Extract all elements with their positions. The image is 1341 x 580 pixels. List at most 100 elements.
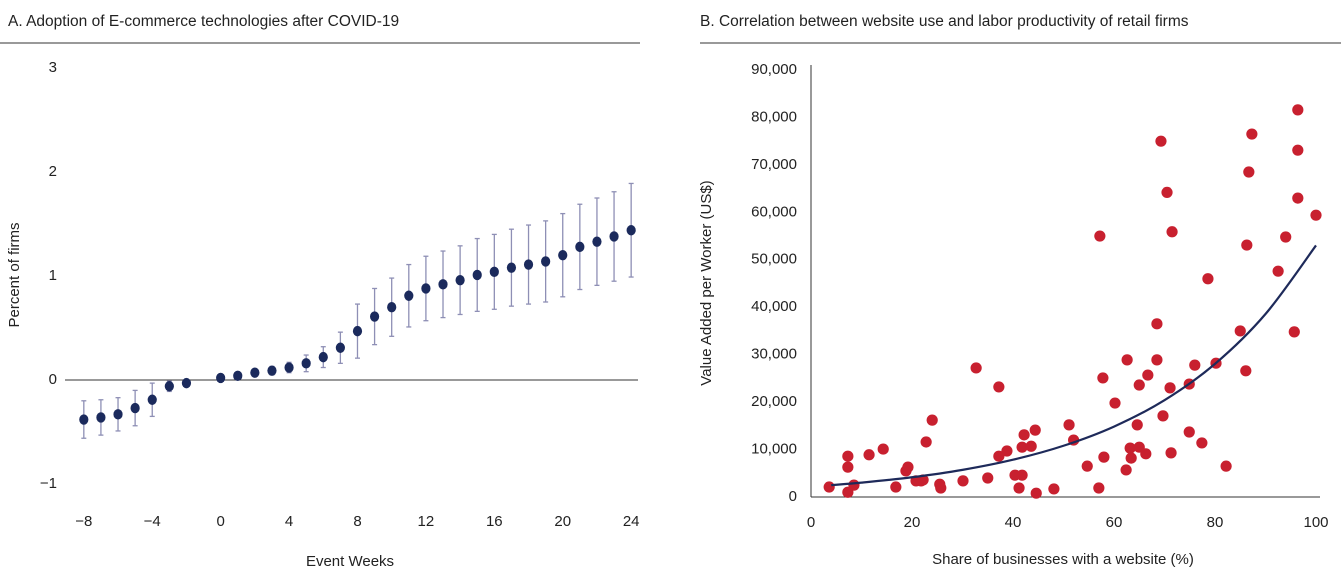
point: [1094, 230, 1106, 242]
x-tick-label: 20: [554, 513, 571, 530]
x-tick-label: 8: [353, 513, 361, 530]
point: [1234, 325, 1246, 337]
point: [233, 370, 243, 382]
point: [1272, 265, 1284, 277]
point: [890, 481, 902, 493]
point: [147, 394, 157, 405]
x-tick-label: 16: [486, 513, 503, 530]
point: [842, 450, 854, 462]
point: [1030, 487, 1042, 499]
y-tick-label: −1: [40, 475, 57, 492]
x-tick-label: 40: [1005, 514, 1022, 531]
point: [1081, 460, 1093, 472]
point: [957, 475, 969, 487]
point: [1001, 445, 1013, 457]
y-tick-label: 40,000: [751, 298, 797, 315]
point: [877, 443, 889, 455]
point: [267, 365, 277, 376]
point: [523, 259, 534, 270]
point: [489, 266, 499, 278]
point: [1246, 128, 1258, 140]
point: [1292, 144, 1304, 156]
point: [1097, 372, 1109, 384]
point: [1013, 482, 1025, 494]
point: [1166, 226, 1178, 238]
point: [1280, 231, 1292, 243]
point: [472, 269, 482, 281]
point: [387, 302, 397, 313]
y-axis-label: Value Added per Worker (US$): [698, 180, 715, 385]
point: [1121, 354, 1133, 366]
point: [823, 481, 835, 493]
point: [1048, 483, 1060, 495]
point: [1292, 104, 1304, 116]
point: [1151, 318, 1163, 330]
point: [1151, 354, 1163, 366]
point: [1243, 166, 1255, 178]
x-tick-label: 4: [285, 513, 293, 530]
point: [1125, 452, 1137, 464]
point: [1161, 186, 1173, 199]
x-tick-label: 24: [623, 513, 640, 530]
point: [1241, 239, 1253, 251]
point: [1131, 419, 1143, 431]
y-tick-label: 10,000: [751, 441, 797, 458]
y-tick-label: 60,000: [751, 203, 797, 220]
point: [181, 377, 192, 389]
point: [1063, 419, 1075, 431]
point: [1016, 469, 1028, 481]
point: [842, 461, 854, 473]
x-tick-label: 100: [1303, 514, 1328, 531]
point: [113, 409, 123, 420]
point: [863, 449, 875, 461]
point: [1183, 426, 1195, 438]
point: [970, 362, 982, 374]
x-tick-label: −4: [144, 513, 161, 530]
y-tick-label: 20,000: [751, 393, 797, 410]
x-tick-label: 12: [418, 513, 435, 530]
point: [1133, 379, 1145, 391]
point: [993, 450, 1005, 462]
y-tick-label: 90,000: [751, 61, 797, 78]
point: [935, 482, 947, 494]
point: [1155, 135, 1167, 147]
point: [506, 262, 517, 273]
point: [1165, 447, 1177, 459]
point: [1120, 464, 1132, 476]
point: [1093, 482, 1105, 494]
x-tick-label: 80: [1207, 514, 1224, 531]
x-tick-label: 0: [807, 514, 815, 531]
point: [1196, 437, 1208, 449]
point: [1310, 209, 1322, 221]
point: [250, 367, 260, 378]
point: [848, 479, 860, 491]
point: [993, 381, 1005, 393]
y-tick-label: 3: [49, 59, 57, 76]
x-tick-label: −8: [75, 513, 92, 530]
y-tick-label: 0: [789, 488, 797, 505]
point: [575, 241, 585, 253]
y-axis-label: Percent of firms: [6, 222, 23, 327]
point: [1029, 424, 1041, 436]
point: [335, 342, 345, 353]
point: [920, 436, 932, 448]
point: [1189, 359, 1201, 371]
point: [1292, 192, 1304, 204]
point: [352, 325, 363, 337]
point: [626, 225, 636, 236]
trend-line: [831, 244, 1317, 487]
point: [369, 311, 380, 322]
point: [301, 358, 311, 369]
point: [318, 351, 328, 363]
point: [130, 402, 140, 414]
point: [1142, 369, 1154, 381]
point: [284, 362, 294, 373]
y-tick-label: 30,000: [751, 346, 797, 363]
x-axis-label: Event Weeks: [306, 553, 394, 570]
x-tick-label: 0: [216, 513, 224, 530]
point: [1124, 442, 1136, 454]
point: [558, 250, 568, 261]
point: [1016, 441, 1028, 453]
point: [1140, 448, 1152, 460]
